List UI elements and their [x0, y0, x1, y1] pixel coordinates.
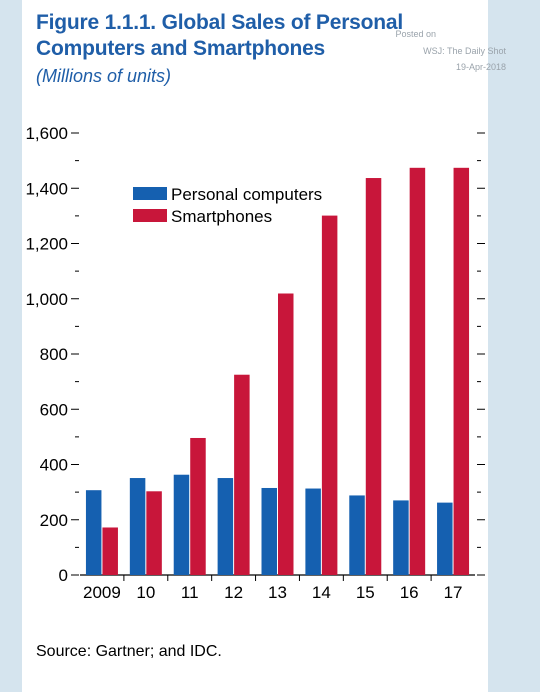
x-tick-label: 12	[224, 583, 243, 602]
legend-label-0: Personal computers	[171, 185, 322, 204]
bar-pc-15	[349, 495, 365, 575]
bar-pc-10	[129, 478, 146, 575]
bar-smartphone-17	[453, 167, 470, 575]
y-tick-label: 1,600	[25, 124, 68, 143]
y-tick-label: 200	[40, 511, 68, 530]
y-tick-label: 0	[59, 566, 68, 585]
bar-pc-12	[217, 478, 234, 575]
bar-smartphone-14	[321, 215, 338, 575]
x-tick-label: 15	[356, 583, 375, 602]
x-tick-label: 14	[312, 583, 331, 602]
bar-smartphone-2009	[102, 527, 118, 575]
x-tick-label: 2009	[83, 583, 121, 602]
chart-bars	[85, 167, 470, 575]
x-tick-label: 17	[444, 583, 463, 602]
watermark-date: 19-Apr-2018	[455, 62, 506, 72]
source-note: Source: Gartner; and IDC.	[36, 643, 222, 660]
y-tick-label: 600	[40, 400, 68, 419]
bar-pc-11	[173, 474, 190, 575]
x-tick-label: 13	[268, 583, 287, 602]
bar-pc-17	[437, 502, 453, 575]
bar-pc-2009	[85, 490, 102, 575]
legend-swatch-1	[133, 209, 167, 222]
chart-title: Figure 1.1.1. Global Sales of Personal C…	[36, 11, 404, 60]
x-tick-label: 11	[181, 583, 199, 602]
x-tick-label: 10	[136, 583, 155, 602]
y-tick-label: 1,400	[25, 179, 68, 198]
chart-subtitle: (Millions of units)	[36, 66, 172, 86]
bar-smartphone-12	[234, 374, 250, 575]
bar-pc-14	[305, 488, 321, 575]
bar-smartphone-13	[278, 293, 294, 575]
bar-smartphone-10	[146, 491, 162, 575]
bar-pc-16	[393, 500, 409, 575]
watermark-source: WSJ: The Daily Shot	[423, 46, 506, 56]
y-tick-label: 400	[40, 456, 68, 475]
watermark-posted-on: Posted on	[395, 29, 436, 39]
bar-smartphone-11	[190, 437, 206, 575]
bar-smartphone-16	[409, 167, 426, 575]
y-tick-label: 800	[40, 345, 68, 364]
bar-smartphone-15	[365, 178, 382, 575]
chart-legend: Personal computers Smartphones	[133, 185, 322, 226]
chart-axes: 0 200 400 600 800 1,000 1,200 1,400 1,600 2009 10 1…	[25, 124, 485, 602]
x-tick-label: 16	[400, 583, 419, 602]
legend-label-1: Smartphones	[171, 207, 272, 226]
bar-pc-13	[261, 487, 277, 575]
y-tick-label: 1,000	[25, 290, 68, 309]
legend-swatch-0	[133, 187, 167, 200]
y-tick-label: 1,200	[25, 235, 68, 254]
